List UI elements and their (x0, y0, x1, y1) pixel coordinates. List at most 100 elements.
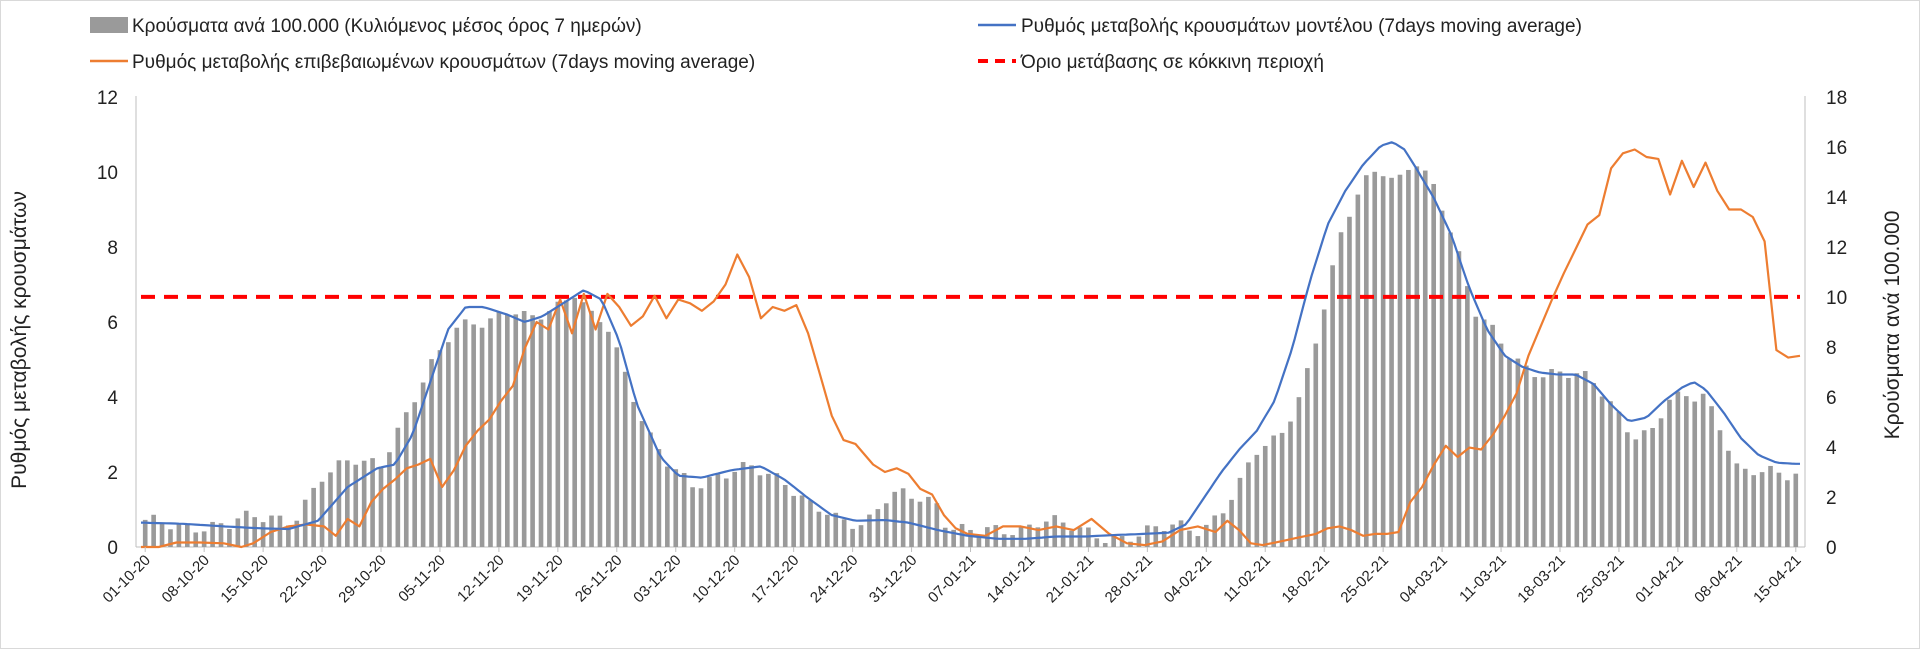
case-bar (1136, 536, 1142, 547)
x-tick-label: 11-02-21 (1220, 552, 1274, 606)
case-bar (420, 382, 426, 547)
case-bar (597, 322, 603, 547)
y-left-tick-6: 6 (107, 313, 118, 334)
y-left-tick-0: 0 (107, 538, 118, 559)
y-left-tick-4: 4 (107, 388, 118, 409)
x-tick-label: 25-03-21 (1573, 552, 1627, 606)
case-bar (1726, 450, 1731, 547)
case-bar (1052, 515, 1058, 547)
legend-label-model: Ρυθμός μεταβολής κρουσμάτων μοντέλου (7d… (1021, 16, 1582, 37)
case-bar (1111, 536, 1116, 547)
case-bar (1313, 343, 1319, 547)
case-bar (883, 503, 889, 547)
case-bar (345, 460, 350, 547)
case-bar (243, 510, 249, 547)
case-bar (479, 327, 485, 547)
case-bar (555, 301, 561, 547)
case-bar (1372, 171, 1378, 547)
case-bar (1523, 365, 1529, 547)
case-bar (1759, 472, 1765, 547)
case-bar (808, 500, 813, 547)
case-bar (1515, 358, 1521, 547)
case-bar (1439, 210, 1445, 547)
case-bar (1069, 530, 1074, 547)
case-bar (294, 520, 300, 547)
case-bar (1220, 513, 1226, 547)
case-bar (1145, 525, 1150, 547)
case-bar (993, 525, 999, 547)
case-bar (1338, 232, 1344, 548)
case-bar (218, 523, 224, 547)
case-bar (1431, 183, 1436, 548)
case-bar (446, 342, 451, 547)
case-bar (1043, 521, 1049, 547)
case-bar (1700, 393, 1706, 547)
legend: Κρούσματα ανά 100.000 (Κυλιόμενος μέσος … (90, 16, 1582, 73)
y-axis-left-ticks: 0 2 4 6 8 10 12 (97, 88, 119, 559)
case-bar (1355, 194, 1361, 547)
confirmed-rate-line (141, 148, 1801, 549)
case-bar (1692, 401, 1698, 547)
y-left-tick-8: 8 (107, 238, 118, 259)
case-bar (1296, 397, 1302, 547)
case-bar (1422, 170, 1428, 548)
case-bar (235, 518, 241, 547)
case-bar (951, 529, 956, 547)
case-bar (1582, 371, 1588, 547)
case-bar (631, 401, 636, 547)
case-bar (816, 511, 822, 547)
case-bar (1751, 475, 1756, 547)
case-bar (210, 521, 215, 547)
case-bar (766, 473, 771, 547)
bar-series (142, 166, 1799, 548)
case-bar (193, 532, 199, 547)
case-bar (336, 460, 342, 547)
case-bar (825, 514, 830, 547)
case-bar (1785, 480, 1790, 547)
case-bar (833, 512, 839, 547)
case-bar (496, 311, 502, 547)
x-tick-label: 08-10-20 (159, 552, 213, 606)
case-bar (462, 319, 468, 547)
case-bar (1262, 445, 1268, 547)
x-tick-label: 18-02-21 (1279, 552, 1333, 606)
case-bar (707, 477, 712, 547)
case-bar (1347, 216, 1352, 548)
case-bar (614, 347, 620, 547)
case-bar (875, 509, 881, 547)
x-tick-label: 08-04-21 (1691, 552, 1745, 606)
case-bar (968, 529, 973, 547)
case-bar (1532, 377, 1538, 547)
case-bar (1793, 473, 1799, 547)
case-bar (1456, 251, 1462, 547)
case-bar (1448, 232, 1453, 547)
y-right-tick-18: 18 (1826, 88, 1847, 109)
case-bar (1742, 468, 1748, 547)
case-bar (1667, 399, 1672, 547)
case-bar (976, 534, 982, 547)
case-bar (1557, 371, 1563, 547)
case-bar (159, 523, 165, 547)
case-bar (378, 466, 384, 547)
case-bar (1481, 319, 1487, 547)
case-bar (589, 310, 594, 547)
legend-swatch-bar (90, 17, 128, 33)
case-bar (1001, 534, 1007, 547)
case-bar (622, 371, 628, 547)
y-left-tick-2: 2 (107, 463, 118, 484)
case-bar (1363, 175, 1369, 547)
case-bar (286, 525, 291, 547)
case-bar (395, 427, 401, 547)
case-bar (1010, 535, 1015, 547)
case-bar (1717, 430, 1723, 547)
case-bar (1406, 169, 1411, 547)
case-bar (1625, 432, 1630, 547)
case-bar (521, 311, 527, 547)
x-tick-label: 31-12-20 (866, 552, 920, 606)
case-bar (1102, 543, 1108, 547)
case-bar (1768, 465, 1773, 547)
case-bar (1271, 435, 1276, 547)
legend-item-model-line: Ρυθμός μεταβολής κρουσμάτων μοντέλου (7d… (978, 16, 1582, 37)
case-bar (1389, 177, 1394, 547)
case-bar (1288, 421, 1293, 547)
